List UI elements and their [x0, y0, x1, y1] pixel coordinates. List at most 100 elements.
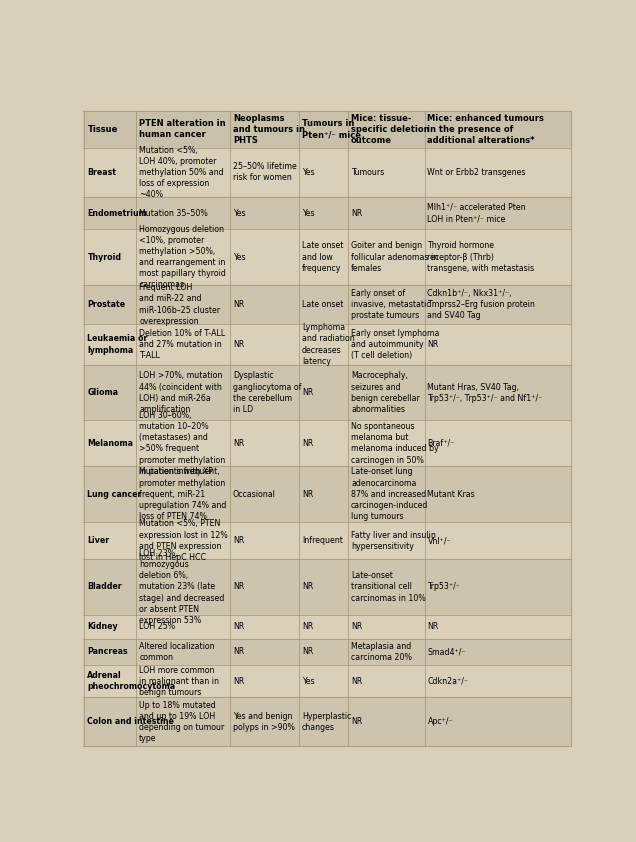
Text: Tissue: Tissue	[87, 125, 118, 134]
Text: Tumours in
Pten⁺/⁻ mice: Tumours in Pten⁺/⁻ mice	[302, 120, 361, 140]
Text: Dysplastic
gangliocytoma of
the cerebellum
in LD: Dysplastic gangliocytoma of the cerebell…	[233, 371, 301, 413]
Text: NR: NR	[233, 439, 244, 448]
Text: Goiter and benign
follicular adenomas in
females: Goiter and benign follicular adenomas in…	[351, 242, 438, 273]
Text: 25–50% lifetime
risk for women: 25–50% lifetime risk for women	[233, 163, 296, 183]
Text: Melanoma: Melanoma	[87, 439, 134, 448]
Text: Mutation infrequent,
promoter methylation
frequent, miR-21
upregulation 74% and
: Mutation infrequent, promoter methylatio…	[139, 467, 226, 521]
Bar	[83, 639, 571, 665]
Text: Leukaemia or
lymphoma: Leukaemia or lymphoma	[87, 334, 148, 354]
Text: NR: NR	[351, 209, 363, 217]
Bar	[83, 111, 571, 148]
Text: NR: NR	[302, 388, 313, 397]
Text: PTEN alteration in
human cancer: PTEN alteration in human cancer	[139, 120, 226, 140]
Bar	[83, 365, 571, 420]
Text: LOH 30–60%,
mutation 10–20%
(metastases) and
>50% frequent
promoter methylation
: LOH 30–60%, mutation 10–20% (metastases)…	[139, 411, 225, 476]
Bar	[83, 559, 571, 615]
Text: NR: NR	[351, 622, 363, 632]
Text: Early onset of
invasive, metastatic
prostate tumours: Early onset of invasive, metastatic pros…	[351, 289, 431, 320]
Text: Late onset
and low
frequency: Late onset and low frequency	[302, 242, 343, 273]
Text: NR: NR	[351, 677, 363, 685]
Text: Early onset lymphoma
and autoimmunity
(T cell deletion): Early onset lymphoma and autoimmunity (T…	[351, 329, 439, 360]
Text: Bladder: Bladder	[87, 583, 122, 591]
Text: Late-onset lung
adenocarcinoma
87% and increased
carcinogen-induced
lung tumours: Late-onset lung adenocarcinoma 87% and i…	[351, 467, 429, 521]
Text: Yes: Yes	[302, 209, 314, 217]
Text: Mutant Hras, SV40 Tag,
Trp53⁺/⁻, Trp53⁺/⁻ and Nf1⁺/⁻: Mutant Hras, SV40 Tag, Trp53⁺/⁻, Trp53⁺/…	[427, 382, 543, 402]
Text: LOH >70%, mutation
44% (coincident with
LOH) and miR-26a
amplification: LOH >70%, mutation 44% (coincident with …	[139, 371, 223, 413]
Text: Breast: Breast	[87, 168, 116, 177]
Text: NR: NR	[233, 536, 244, 545]
Bar	[83, 665, 571, 697]
Text: Kidney: Kidney	[87, 622, 118, 632]
Text: Mlh1⁺/⁻ accelerated Pten
LOH in Pten⁺/⁻ mice: Mlh1⁺/⁻ accelerated Pten LOH in Pten⁺/⁻ …	[427, 203, 526, 223]
Text: NR: NR	[351, 717, 363, 727]
Text: Up to 18% mutated
and up to 19% LOH
depending on tumour
type: Up to 18% mutated and up to 19% LOH depe…	[139, 701, 225, 743]
Text: Homozygous deletion
<10%, promoter
methylation >50%,
and rearrangement in
most p: Homozygous deletion <10%, promoter methy…	[139, 225, 226, 290]
Text: Prostate: Prostate	[87, 300, 125, 309]
Text: NR: NR	[233, 677, 244, 685]
Text: Pancreas: Pancreas	[87, 647, 128, 657]
Text: Metaplasia and
carcinoma 20%: Metaplasia and carcinoma 20%	[351, 642, 412, 662]
Text: Fatty liver and insulin
hypersensitivity: Fatty liver and insulin hypersensitivity	[351, 530, 436, 551]
Text: Mutation 35–50%: Mutation 35–50%	[139, 209, 208, 217]
Text: Trp53⁺/⁻: Trp53⁺/⁻	[427, 583, 460, 591]
Text: Macrocephaly,
seizures and
benign cerebellar
abnormalities: Macrocephaly, seizures and benign cerebe…	[351, 371, 420, 413]
Text: Cdkn2a⁺/⁻: Cdkn2a⁺/⁻	[427, 677, 469, 685]
Text: Mutant Kras: Mutant Kras	[427, 490, 475, 498]
Text: NR: NR	[233, 300, 244, 309]
Text: NR: NR	[427, 622, 439, 632]
Text: NR: NR	[302, 439, 313, 448]
Text: Yes: Yes	[233, 253, 245, 262]
Text: Colon and intestine: Colon and intestine	[87, 717, 174, 727]
Text: Endometrium: Endometrium	[87, 209, 147, 217]
Text: NR: NR	[302, 490, 313, 498]
Text: LOH 25%: LOH 25%	[139, 622, 176, 632]
Bar	[83, 615, 571, 639]
Text: Liver: Liver	[87, 536, 109, 545]
Text: NR: NR	[302, 647, 313, 657]
Text: Mutation <5%, PTEN
expression lost in 12%
and PTEN expression
lost in HepC HCC: Mutation <5%, PTEN expression lost in 12…	[139, 520, 228, 562]
Text: Yes: Yes	[233, 209, 245, 217]
Text: NR: NR	[233, 622, 244, 632]
Text: Mice: tissue-
specific deletion
outcome: Mice: tissue- specific deletion outcome	[351, 114, 430, 145]
Text: Mice: enhanced tumours
in the presence of
additional alterations*: Mice: enhanced tumours in the presence o…	[427, 114, 544, 145]
Text: Wnt or Erbb2 transgenes: Wnt or Erbb2 transgenes	[427, 168, 526, 177]
Text: Late-onset
transitional cell
carcinomas in 10%: Late-onset transitional cell carcinomas …	[351, 572, 426, 603]
Text: Neoplasms
and tumours in
PHTS: Neoplasms and tumours in PHTS	[233, 114, 305, 145]
Text: Late onset: Late onset	[302, 300, 343, 309]
Bar	[83, 229, 571, 285]
Text: NR: NR	[302, 622, 313, 632]
Text: Adrenal
pheochromocytoma: Adrenal pheochromocytoma	[87, 671, 176, 691]
Text: LOH more common
in malignant than in
benign tumours: LOH more common in malignant than in ben…	[139, 665, 219, 696]
Text: Thyroid hormone
receptor-β (Thrb)
transgene, with metastasis: Thyroid hormone receptor-β (Thrb) transg…	[427, 242, 535, 273]
Text: Tumours: Tumours	[351, 168, 384, 177]
Text: Lymphoma
and radiation
decreases
latency: Lymphoma and radiation decreases latency	[302, 323, 354, 365]
Text: Apc⁺/⁻: Apc⁺/⁻	[427, 717, 453, 727]
Text: Mutation <5%,
LOH 40%, promoter
methylation 50% and
loss of expression
~40%: Mutation <5%, LOH 40%, promoter methylat…	[139, 146, 224, 199]
Text: Braf⁺/⁻: Braf⁺/⁻	[427, 439, 455, 448]
Text: Cdkn1b⁺/⁻, Nkx31⁺/⁻,
Tmprss2–Erg fusion protein
and SV40 Tag: Cdkn1b⁺/⁻, Nkx31⁺/⁻, Tmprss2–Erg fusion …	[427, 289, 536, 320]
Text: Yes and benign
polyps in >90%: Yes and benign polyps in >90%	[233, 711, 294, 732]
Bar	[83, 324, 571, 365]
Text: Occasional: Occasional	[233, 490, 275, 498]
Text: No spontaneous
melanoma but
melanoma induced by
carcinogen in 50%: No spontaneous melanoma but melanoma ind…	[351, 422, 439, 465]
Bar	[83, 197, 571, 229]
Bar	[83, 466, 571, 522]
Text: Yes: Yes	[302, 677, 314, 685]
Text: Yes: Yes	[302, 168, 314, 177]
Bar	[83, 697, 571, 746]
Text: Infrequent: Infrequent	[302, 536, 343, 545]
Text: Glioma: Glioma	[87, 388, 118, 397]
Text: Frequent LOH
and miR-22 and
miR-106b–25 cluster
overexpression: Frequent LOH and miR-22 and miR-106b–25 …	[139, 284, 220, 326]
Text: NR: NR	[233, 647, 244, 657]
Text: Hyperplastic
changes: Hyperplastic changes	[302, 711, 351, 732]
Text: NR: NR	[233, 583, 244, 591]
Text: NR: NR	[233, 340, 244, 349]
Text: Vhl⁺/⁻: Vhl⁺/⁻	[427, 536, 451, 545]
Text: Deletion 10% of T-ALL
and 27% mutation in
T-ALL: Deletion 10% of T-ALL and 27% mutation i…	[139, 329, 225, 360]
Text: NR: NR	[302, 583, 313, 591]
Text: Lung cancer: Lung cancer	[87, 490, 142, 498]
Bar	[83, 285, 571, 324]
Text: Thyroid: Thyroid	[87, 253, 121, 262]
Text: NR: NR	[427, 340, 439, 349]
Text: Smad4⁺/⁻: Smad4⁺/⁻	[427, 647, 466, 657]
